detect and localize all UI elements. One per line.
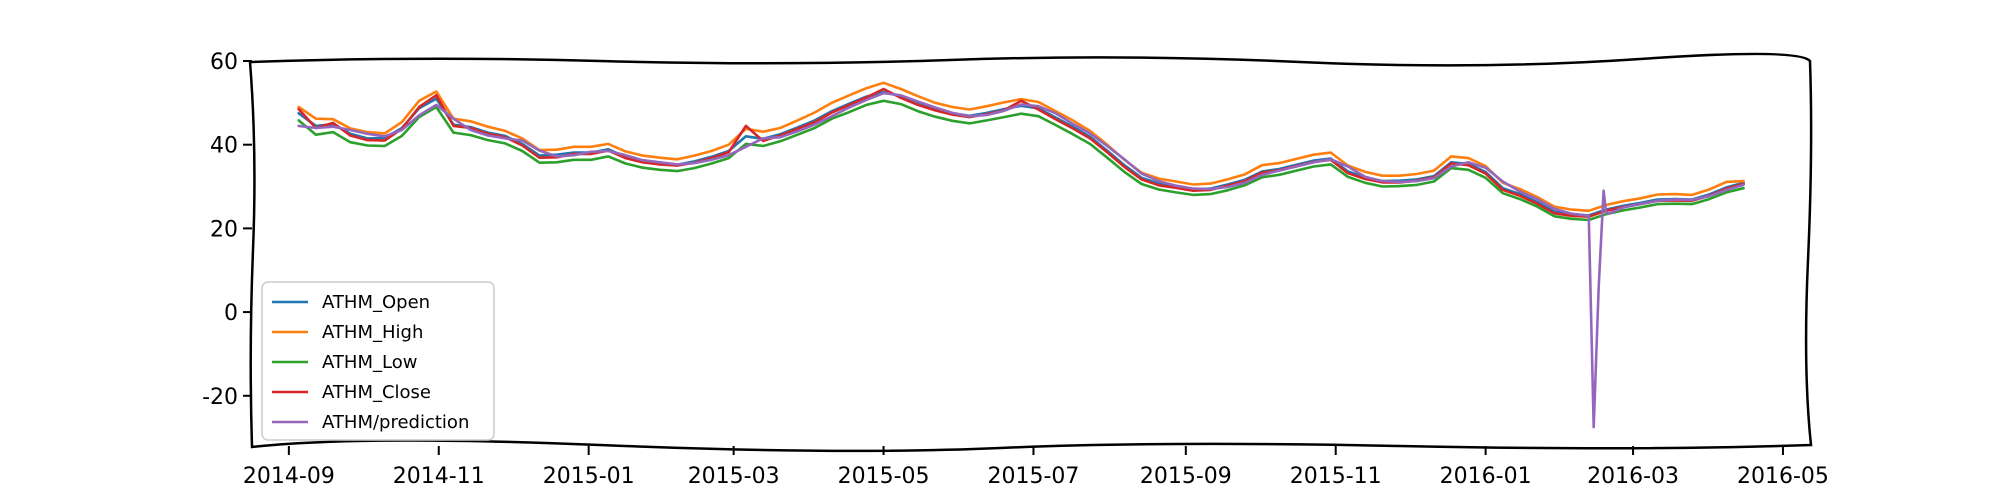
- series-line-athm-low: [297, 99, 1745, 222]
- x-tick-label: 2015-11: [1290, 464, 1382, 489]
- y-tick-label: 40: [210, 134, 238, 159]
- legend-label-athm-close: ATHM_Close: [322, 382, 431, 403]
- x-tick-label: 2016-01: [1440, 464, 1532, 489]
- x-tick-label: 2015-07: [987, 464, 1079, 489]
- x-tick-label: 2014-09: [243, 464, 335, 489]
- legend-label-athm-low: ATHM_Low: [322, 352, 417, 373]
- y-tick-label: 60: [210, 50, 238, 75]
- series-line-athm-open: [297, 90, 1745, 217]
- plot-frame: [248, 52, 1813, 453]
- series-group: [297, 81, 1745, 429]
- x-tick-label: 2015-09: [1140, 464, 1232, 489]
- y-axis: 60 40 20 0 -20: [202, 50, 252, 410]
- legend-label-athm-high: ATHM_High: [322, 322, 423, 343]
- legend-label-athm-open: ATHM_Open: [322, 292, 430, 313]
- legend: ATHM_Open ATHM_High ATHM_Low ATHM_Close ATHM…: [261, 281, 495, 441]
- legend-box: [261, 281, 495, 441]
- y-tick-label: 20: [210, 217, 238, 242]
- y-tick-label: 0: [224, 301, 238, 326]
- x-tick-label: 2016-05: [1737, 464, 1829, 489]
- x-axis: 2014-09 2014-11 2015-01 2015-03 2015-05 2015-…: [243, 446, 1829, 489]
- legend-label-athm-prediction: ATHM/prediction: [322, 412, 469, 433]
- x-tick-label: 2014-11: [393, 464, 485, 489]
- x-tick-label: 2016-03: [1587, 464, 1679, 489]
- x-tick-label: 2015-03: [688, 464, 780, 489]
- x-tick-label: 2015-01: [543, 464, 635, 489]
- series-line-athm-close: [297, 87, 1745, 218]
- series-line-athm-prediction: [297, 91, 1745, 429]
- x-tick-label: 2015-05: [838, 464, 930, 489]
- y-tick-label: -20: [202, 385, 238, 410]
